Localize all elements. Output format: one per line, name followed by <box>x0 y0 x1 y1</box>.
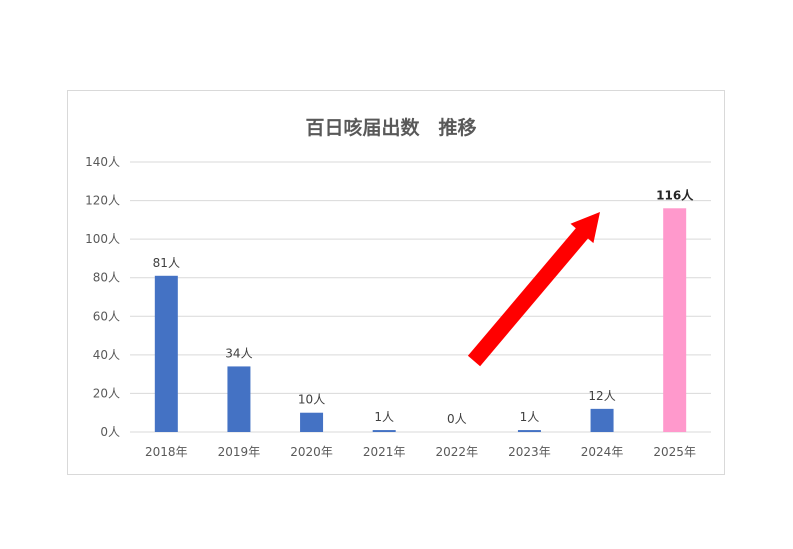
data-label: 10人 <box>298 393 325 407</box>
y-tick-label: 0人 <box>100 425 120 439</box>
bar <box>517 430 541 432</box>
data-label: 81人 <box>153 256 180 270</box>
data-label: 34人 <box>225 346 252 360</box>
data-label: 1人 <box>374 410 394 424</box>
y-axis-ticks: 0人 20人 40人 60人 80人 100人 120人 140人 <box>85 155 120 439</box>
trend-arrow <box>467 212 600 367</box>
bar <box>300 412 324 432</box>
data-labels: 81人 34人 10人 1人 0人 1人 12人 116人 <box>153 187 695 426</box>
y-tick-label: 120人 <box>85 194 120 208</box>
data-label: 116人 <box>656 187 694 202</box>
x-tick-label: 2024年 <box>581 445 624 459</box>
y-tick-label: 100人 <box>85 232 120 246</box>
bars <box>154 208 687 432</box>
x-axis-ticks: 2018年 2019年 2020年 2021年 2022年 2023年 2024年 2025年 <box>145 445 696 459</box>
y-tick-label: 20人 <box>93 386 120 400</box>
x-tick-label: 2022年 <box>436 445 479 459</box>
y-tick-label: 140人 <box>85 155 120 169</box>
data-label: 0人 <box>447 412 467 426</box>
bar <box>154 275 178 432</box>
y-tick-label: 40人 <box>93 348 120 362</box>
bar <box>227 366 251 432</box>
bar <box>590 408 614 432</box>
data-label: 1人 <box>520 410 540 424</box>
data-label: 12人 <box>588 389 615 403</box>
x-tick-label: 2018年 <box>145 445 188 459</box>
x-tick-label: 2025年 <box>653 445 696 459</box>
y-tick-label: 80人 <box>93 271 120 285</box>
x-tick-label: 2020年 <box>290 445 333 459</box>
bar <box>663 208 687 432</box>
grid-lines <box>130 161 711 433</box>
x-tick-label: 2023年 <box>508 445 551 459</box>
chart-title: 百日咳届出数 推移 <box>305 116 476 139</box>
y-tick-label: 60人 <box>93 309 120 323</box>
x-tick-label: 2019年 <box>218 445 261 459</box>
bar <box>372 430 396 432</box>
x-tick-label: 2021年 <box>363 445 406 459</box>
red-arrow-shape <box>467 212 600 367</box>
